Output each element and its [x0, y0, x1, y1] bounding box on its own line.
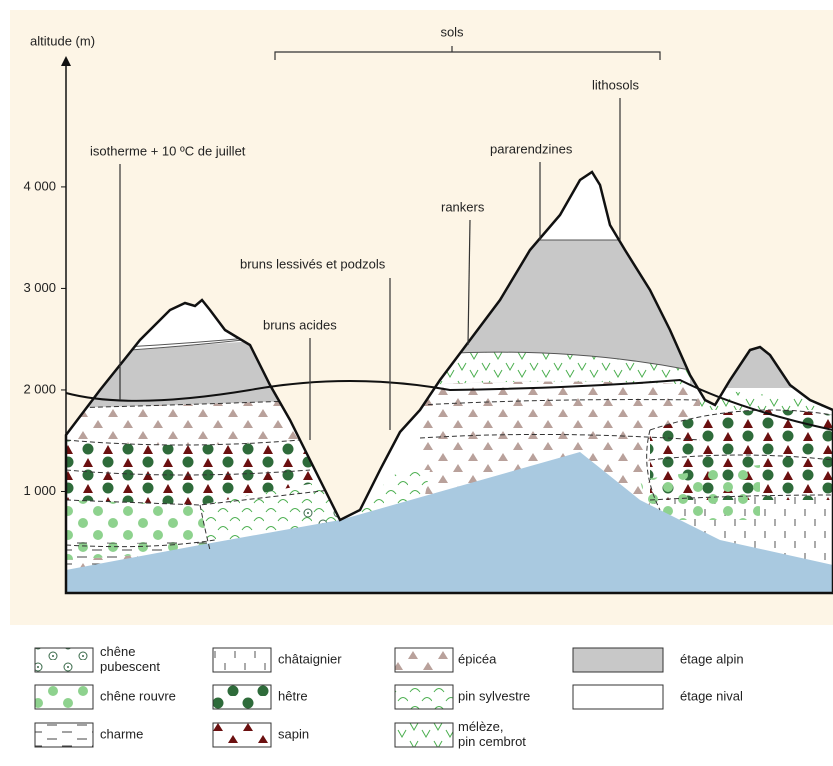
legend-label: chêne rouvre — [100, 688, 176, 703]
annotation: isotherme + 10 ºC de juillet — [90, 143, 246, 158]
legend-label: hêtre — [278, 688, 308, 703]
sols-bracket — [274, 46, 661, 60]
legend-swatch — [34, 647, 94, 673]
legend-label: chêne — [100, 644, 135, 659]
legend-label: étage alpin — [680, 651, 744, 666]
isotherm — [65, 378, 833, 431]
legend-label: pin sylvestre — [458, 688, 530, 703]
legend-swatch — [212, 647, 272, 673]
legend-swatch — [394, 722, 454, 748]
y-tick-label: 4 000 — [23, 178, 56, 193]
y-tick-label: 2 000 — [23, 381, 56, 396]
annotation: rankers — [441, 199, 485, 214]
legend-label: charme — [100, 726, 143, 741]
legend-swatch — [394, 684, 454, 710]
legend-label: pin cembrot — [458, 734, 526, 749]
legend-swatch — [212, 684, 272, 710]
y-tick-label: 1 000 — [23, 483, 56, 498]
legend-label: épicéa — [458, 651, 497, 666]
annotation: lithosols — [592, 77, 639, 92]
legend-swatch — [212, 722, 272, 748]
axis-label: altitude (m) — [30, 33, 95, 48]
legend-label: châtaignier — [278, 651, 342, 666]
y-tick-label: 3 000 — [23, 280, 56, 295]
legend-swatch — [394, 647, 454, 673]
bedrock — [66, 452, 833, 593]
legend-label: mélèze, — [458, 719, 504, 734]
annotation: sols — [440, 24, 464, 39]
annotation: bruns lessivés et podzols — [240, 256, 386, 271]
legend-label: étage nival — [680, 688, 743, 703]
annotation: pararendzines — [490, 141, 573, 156]
legend-swatch — [572, 647, 664, 673]
legend-swatch — [34, 684, 94, 710]
legend-label: pubescent — [100, 659, 160, 674]
legend-swatch — [34, 722, 94, 748]
legend-label: sapin — [278, 726, 309, 741]
axis-arrow — [61, 56, 71, 66]
legend-swatch — [572, 684, 664, 710]
annotation: bruns acides — [263, 317, 337, 332]
